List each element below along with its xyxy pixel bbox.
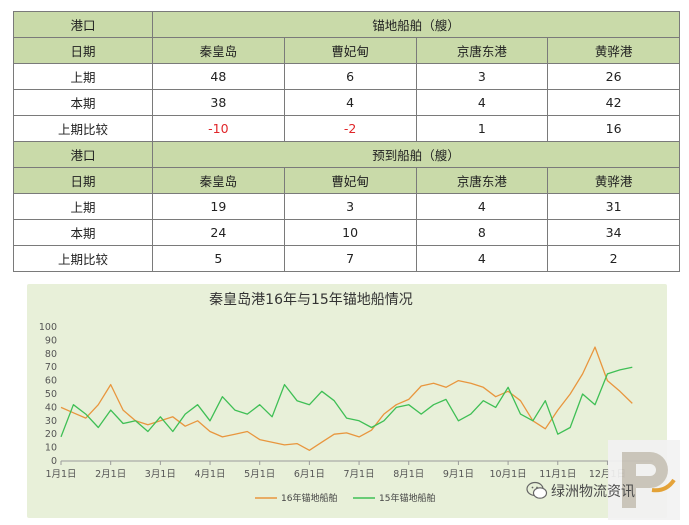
chart-title: 秦皇岛港16年与15年锚地船情况 [209, 292, 413, 308]
y-tick-label: 10 [45, 443, 57, 454]
chart-svg: 秦皇岛港16年与15年锚地船情况 0102030405060708090100 … [39, 292, 653, 504]
table-row: 上期 19 3 4 31 [13, 193, 680, 220]
port-label: 港口 [13, 141, 153, 168]
port-name: 秦皇岛 [152, 37, 285, 64]
row-label: 上期 [13, 63, 153, 90]
y-tick-label: 0 [51, 456, 57, 467]
y-tick-label: 60 [45, 376, 57, 387]
y-axis: 0 10 20 30 40 50 60 70 80 90 100 [39, 322, 57, 467]
x-tick-label: 9月1日 [443, 469, 474, 480]
table-cell: 1 [415, 115, 549, 142]
x-tick-label: 3月1日 [145, 469, 176, 480]
x-tick-label: 5月1日 [244, 469, 275, 480]
row-label: 上期比较 [13, 115, 153, 142]
x-axis: 1月1日 2月1日 3月1日 4月1日 5月1日 6月1日 7月1日 8月1日 9月1日 10月1… [45, 460, 653, 480]
watermark: 绿洲物流资讯 [526, 478, 635, 504]
port-label: 港口 [13, 11, 153, 38]
port-name: 曹妃甸 [283, 37, 417, 64]
table-cell: 2 [547, 245, 680, 272]
legend-label: 16年锚地船舶 [281, 492, 337, 504]
x-tick-label: 11月1日 [539, 469, 576, 480]
y-tick-label: 100 [39, 322, 57, 333]
y-tick-label: 40 [45, 402, 57, 413]
group-label: 预到船舶（艘） [152, 141, 680, 168]
table-row: 上期比较 -10 -2 1 16 [13, 115, 680, 142]
table-cell: 4 [415, 89, 549, 116]
wechat-icon [526, 481, 548, 499]
y-tick-label: 90 [45, 335, 57, 346]
table-cell: 3 [283, 193, 417, 220]
table-cell: 4 [415, 245, 549, 272]
y-tick-label: 20 [45, 429, 57, 440]
port-name: 黄骅港 [547, 37, 680, 64]
logo-icon [622, 452, 676, 508]
series-layer [60, 346, 633, 451]
series-line-2015 [60, 366, 633, 438]
table-cell: 24 [152, 219, 285, 246]
table-cell: -2 [283, 115, 417, 142]
x-tick-label: 10月1日 [490, 469, 527, 480]
table-cell: 5 [152, 245, 285, 272]
table-cell: 38 [152, 89, 285, 116]
table-cell: 34 [547, 219, 680, 246]
x-tick-label: 2月1日 [95, 469, 126, 480]
header-row-date: 日期 秦皇岛 曹妃甸 京唐东港 黄骅港 [13, 37, 680, 64]
table-row: 上期比较 5 7 4 2 [13, 245, 680, 272]
date-label: 日期 [13, 167, 153, 194]
date-label: 日期 [13, 37, 153, 64]
port-ship-table: 港口 锚地船舶（艘） 日期 秦皇岛 曹妃甸 京唐东港 黄骅港 上期 48 6 3 26 本期 38 4 4 42… [13, 11, 680, 272]
row-label: 上期比较 [13, 245, 153, 272]
table-row: 上期 48 6 3 26 [13, 63, 680, 90]
table-cell: 4 [283, 89, 417, 116]
x-tick-label: 1月1日 [45, 469, 76, 480]
table-cell: 4 [415, 193, 549, 220]
table-cell: 19 [152, 193, 285, 220]
table-cell: 31 [547, 193, 680, 220]
header-row-port: 港口 锚地船舶（艘） [13, 11, 680, 38]
table-cell: 48 [152, 63, 285, 90]
table-cell: 6 [283, 63, 417, 90]
x-tick-label: 4月1日 [194, 469, 225, 480]
port-name: 京唐东港 [415, 37, 549, 64]
port-name: 黄骅港 [547, 167, 680, 194]
watermark-text: 绿洲物流资讯 [551, 484, 635, 500]
legend: 16年锚地船舶 15年锚地船舶 [255, 492, 435, 504]
row-label: 本期 [13, 219, 153, 246]
y-tick-label: 70 [45, 362, 57, 373]
x-tick-label: 7月1日 [344, 469, 375, 480]
table-cell: 8 [415, 219, 549, 246]
row-label: 上期 [13, 193, 153, 220]
table-cell: 10 [283, 219, 417, 246]
anchorage-line-chart: 秦皇岛港16年与15年锚地船情况 0 10 20 30 40 50 60 70 80 90 100 … [27, 284, 667, 518]
y-tick-label: 50 [45, 389, 57, 400]
row-label: 本期 [13, 89, 153, 116]
port-name: 秦皇岛 [152, 167, 285, 194]
x-tick-label: 8月1日 [393, 469, 424, 480]
y-tick-label: 80 [45, 349, 57, 360]
table-row: 本期 24 10 8 34 [13, 219, 680, 246]
header-row-date: 日期 秦皇岛 曹妃甸 京唐东港 黄骅港 [13, 167, 680, 194]
port-name: 曹妃甸 [283, 167, 417, 194]
port-name: 京唐东港 [415, 167, 549, 194]
legend-label: 15年锚地船舶 [379, 492, 435, 504]
table-cell: 42 [547, 89, 680, 116]
table-cell: -10 [152, 115, 285, 142]
x-tick-label: 6月1日 [294, 469, 325, 480]
header-row-port: 港口 预到船舶（艘） [13, 141, 680, 168]
table-cell: 16 [547, 115, 680, 142]
x-tick-label: 12月1日 [589, 469, 626, 480]
logo-overlay [608, 440, 680, 520]
table-row: 本期 38 4 4 42 [13, 89, 680, 116]
y-tick-label: 30 [45, 416, 57, 427]
table-cell: 7 [283, 245, 417, 272]
table-cell: 3 [415, 63, 549, 90]
series-line-2016 [60, 346, 633, 451]
group-label: 锚地船舶（艘） [152, 11, 680, 38]
table-cell: 26 [547, 63, 680, 90]
